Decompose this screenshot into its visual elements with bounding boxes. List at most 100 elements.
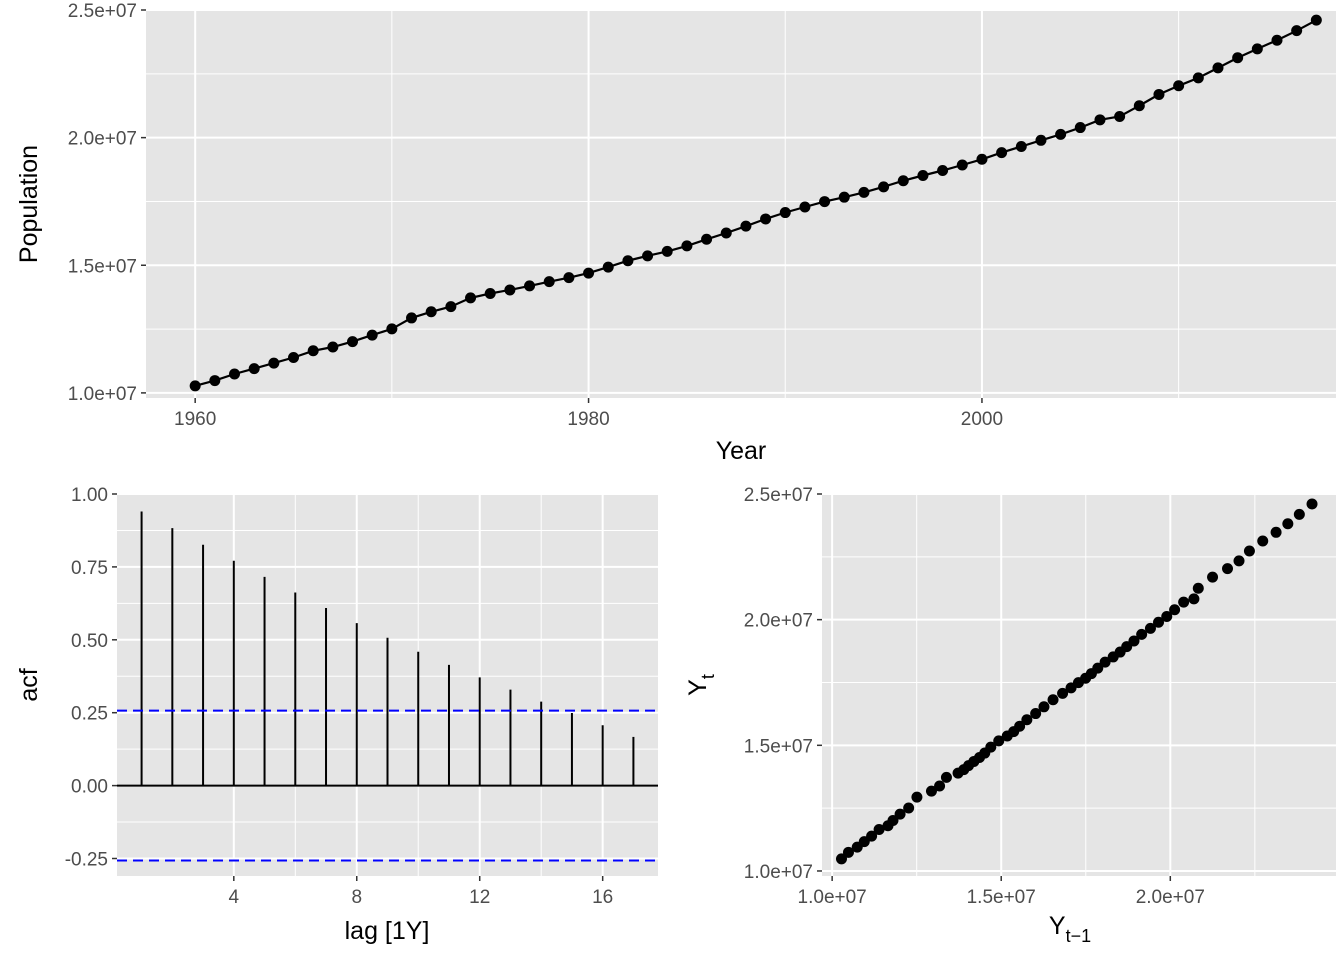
y-tick-label: 1.0e+07 xyxy=(744,862,813,883)
population-point xyxy=(1192,72,1204,84)
lag-point xyxy=(835,853,847,865)
lag-point xyxy=(1293,508,1305,520)
lag-point xyxy=(1092,662,1104,674)
lag-scatter-chart: 1.0e+07 1.5e+07 2.0e+07 1.0e+07 1.5e+07 2.0e+… xyxy=(684,485,1336,946)
lag-point xyxy=(1233,555,1245,567)
lag-point xyxy=(940,771,952,783)
lag-point xyxy=(1038,701,1050,713)
panel1-marks xyxy=(189,14,1322,392)
panel1-y-axis-label: Population xyxy=(15,145,43,263)
population-series-line xyxy=(194,19,1317,387)
lag-point xyxy=(1047,694,1059,706)
population-point xyxy=(976,153,988,165)
panel3-x-axis-label-sub: t−1 xyxy=(1066,926,1092,946)
panel1-background xyxy=(146,10,1336,398)
x-tick-label: 2.0e+07 xyxy=(1136,887,1205,908)
population-point xyxy=(956,159,968,171)
population-point xyxy=(1074,122,1086,134)
y-tick-label: 2.5e+07 xyxy=(68,1,137,22)
y-tick-label: 1.0e+07 xyxy=(68,384,137,405)
x-tick-label: 8 xyxy=(351,887,362,908)
x-tick-label: 1.5e+07 xyxy=(967,887,1036,908)
population-point xyxy=(642,250,654,262)
population-chart: 1960 1980 2000 1.0e+07 1.5e+07 2.0e+07 2.5e+07… xyxy=(15,1,1336,465)
acf-chart: 4 8 12 16 -0.25 0.00 0.25 0.50 0.75 1.00 lag [1Y]… xyxy=(15,485,658,945)
population-point xyxy=(1015,141,1027,153)
population-point xyxy=(799,201,811,213)
population-point xyxy=(1271,34,1283,46)
lag-point xyxy=(1188,593,1200,605)
lag-point xyxy=(925,785,937,797)
population-point xyxy=(209,375,221,387)
y-tick-label: 2.0e+07 xyxy=(68,129,137,150)
panel1-ticks: 1960 1980 2000 1.0e+07 1.5e+07 2.0e+07 2.5e+07 xyxy=(68,1,1003,430)
population-point xyxy=(288,351,300,363)
y-tick-label: 2.0e+07 xyxy=(744,611,813,632)
panel3-x-axis-label-main: Y xyxy=(1049,912,1066,940)
population-point xyxy=(1153,88,1165,100)
panel2-marks xyxy=(117,511,658,862)
lag-point xyxy=(1021,714,1033,726)
population-point xyxy=(386,323,398,335)
population-point xyxy=(543,276,555,288)
population-point xyxy=(779,207,791,219)
population-point xyxy=(248,363,260,375)
lag-point xyxy=(1257,535,1269,547)
y-tick-label: 1.5e+07 xyxy=(744,736,813,757)
population-point xyxy=(1212,62,1224,74)
panel2-y-axis-label: acf xyxy=(15,668,43,701)
y-tick-label: 2.5e+07 xyxy=(744,485,813,506)
x-tick-label: 1960 xyxy=(174,409,216,430)
population-point xyxy=(1251,43,1263,55)
population-point xyxy=(504,284,516,296)
lag-point xyxy=(887,814,899,826)
lag-point xyxy=(911,791,923,803)
population-point xyxy=(327,341,339,353)
population-point xyxy=(347,336,359,348)
lag-point xyxy=(1243,545,1255,557)
population-point xyxy=(858,186,870,198)
population-point xyxy=(366,329,378,341)
y-tick-label: 0.00 xyxy=(71,777,108,798)
panel1-grid xyxy=(146,9,1336,398)
lag-point xyxy=(1178,596,1190,608)
lag-point xyxy=(1207,571,1219,583)
population-point xyxy=(917,169,929,181)
panel3-ticks: 1.0e+07 1.5e+07 2.0e+07 1.0e+07 1.5e+07 2.0e+… xyxy=(744,485,1205,908)
population-point xyxy=(1173,80,1185,92)
panel3-y-axis-label-main: Y xyxy=(684,679,712,696)
population-point xyxy=(1094,114,1106,126)
population-point xyxy=(406,312,418,324)
population-point xyxy=(937,165,949,177)
panel3-marks xyxy=(835,498,1318,865)
population-point xyxy=(661,245,673,257)
population-point xyxy=(484,288,496,300)
lag-point xyxy=(1161,610,1173,622)
y-tick-label: 0.50 xyxy=(71,631,108,652)
population-point xyxy=(701,233,713,245)
population-point xyxy=(1310,14,1322,26)
lag-point xyxy=(1282,518,1294,530)
panel3-grid xyxy=(822,493,1336,876)
population-point xyxy=(720,227,732,239)
lag-point xyxy=(873,823,885,835)
y-tick-label: 0.75 xyxy=(71,558,108,579)
lag-point xyxy=(1306,498,1318,510)
population-point xyxy=(681,240,693,252)
panel2-x-axis-label: lag [1Y] xyxy=(345,917,430,945)
panel3-y-axis-label: Yt xyxy=(684,674,718,696)
population-point xyxy=(524,280,536,292)
x-tick-label: 1980 xyxy=(567,409,609,430)
x-tick-label: 16 xyxy=(592,887,613,908)
lag-point xyxy=(1128,635,1140,647)
lag-point xyxy=(1014,720,1026,732)
population-point xyxy=(1114,111,1126,123)
population-point xyxy=(1133,100,1145,112)
population-point xyxy=(189,380,201,392)
x-tick-label: 2000 xyxy=(961,409,1003,430)
lag-point xyxy=(866,830,878,842)
population-point xyxy=(1035,134,1047,146)
lag-point xyxy=(993,735,1005,747)
population-point xyxy=(602,261,614,273)
population-point xyxy=(878,181,890,193)
